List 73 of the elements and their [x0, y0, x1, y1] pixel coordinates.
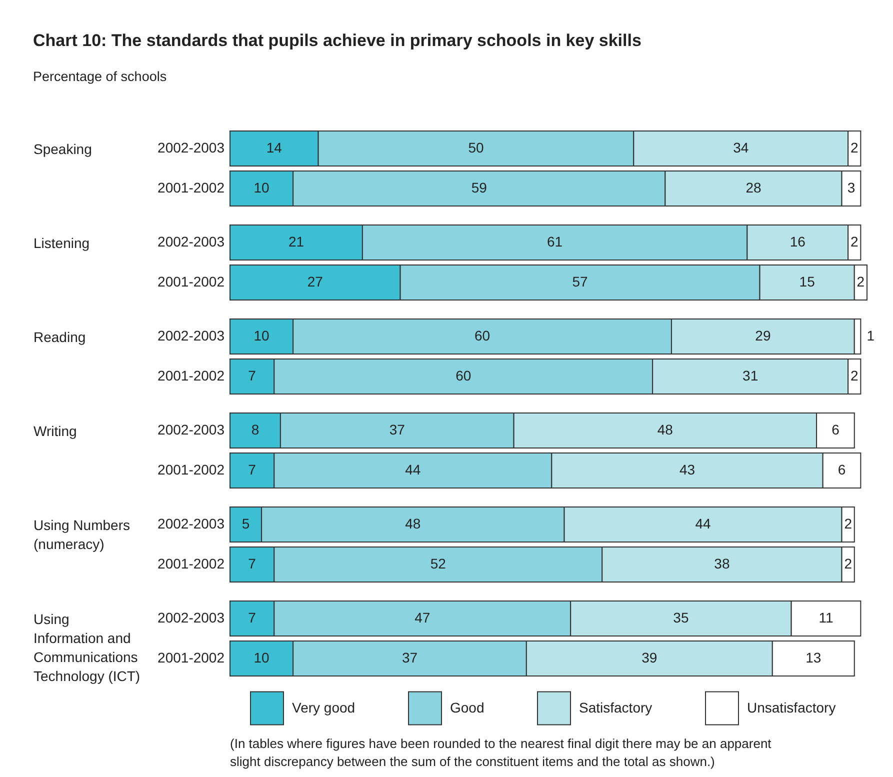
text: (In tables where figures have been rounded to the nearest final digit there may be an apparent slight discrepancy between the sum of the constituent items and the total as shown.): [230, 736, 772, 769]
data-label: 2: [844, 516, 852, 532]
data-label: 37: [389, 422, 406, 438]
y-axis-title: Reading: [34, 329, 86, 345]
data-label: 2: [844, 556, 852, 572]
legend-label: Good: [450, 699, 484, 716]
data-label: 2: [850, 368, 858, 384]
data-label: 29: [755, 328, 771, 344]
data-label: 10: [254, 650, 270, 666]
data-label: 2: [856, 274, 865, 290]
y-tick-label: 2002-2003: [158, 328, 225, 344]
data-label: 48: [657, 422, 674, 438]
data-label: 10: [254, 180, 270, 196]
data-label: 60: [456, 368, 472, 384]
data-label: 2: [850, 234, 858, 250]
data-label: 7: [248, 368, 256, 384]
y-axis-title: Using Information and Communications Technology (ICT): [34, 611, 140, 684]
data-label: 47: [414, 610, 430, 626]
data-label: 1: [866, 328, 875, 344]
y-tick-label: 2001-2002: [158, 368, 225, 384]
data-label: 27: [307, 274, 324, 290]
data-label: 21: [288, 234, 304, 250]
data-label: 11: [818, 610, 834, 626]
data-label: 31: [742, 368, 758, 384]
y-tick-label: 2002-2003: [158, 610, 225, 626]
y-axis-title: Using Numbers (numeracy): [34, 517, 130, 552]
y-tick-label: 2002-2003: [158, 140, 225, 156]
data-label: 7: [248, 610, 256, 626]
data-label: 15: [799, 274, 816, 290]
data-label: 3: [847, 180, 856, 196]
data-label: 7: [248, 556, 256, 572]
data-label: 43: [679, 462, 696, 478]
data-label: 14: [266, 140, 282, 156]
data-label: 5: [242, 516, 250, 532]
data-label: 38: [714, 556, 730, 572]
data-label: 6: [832, 422, 840, 438]
data-label: 2: [850, 140, 858, 156]
y-axis-title: Writing: [34, 423, 77, 439]
y-tick-label: 2002-2003: [158, 234, 225, 250]
data-label: 8: [251, 422, 260, 438]
y-axis-title: Speaking: [34, 141, 92, 157]
data-label: 44: [405, 462, 421, 478]
data-label: 6: [838, 462, 846, 478]
legend-label: Unsatisfactory: [747, 699, 836, 716]
data-label: 57: [572, 274, 588, 290]
data-label: 59: [471, 180, 488, 196]
data-label: 34: [733, 140, 749, 156]
data-label: 60: [474, 328, 490, 344]
y-axis-title: Listening: [34, 235, 90, 251]
legend-label: Very good: [292, 699, 356, 716]
data-label: 50: [468, 140, 484, 156]
data-label: 52: [430, 556, 446, 572]
legend-label: Satisfactory: [579, 699, 652, 716]
data-label: 35: [673, 610, 689, 626]
data-label: 48: [405, 516, 421, 532]
data-label: 10: [254, 328, 270, 344]
data-label: 37: [402, 650, 418, 666]
data-label: 16: [790, 234, 806, 250]
y-tick-label: 2002-2003: [158, 516, 225, 532]
y-tick-label: 2001-2002: [158, 556, 225, 572]
text: Percentage of schools: [33, 69, 167, 84]
y-tick-label: 2002-2003: [158, 422, 225, 438]
data-label: 28: [746, 180, 762, 196]
chart-title: Chart 10: The standards that pupils achieve in primary schools in key skills: [33, 31, 642, 50]
data-label: 7: [248, 462, 256, 478]
data-label: 44: [695, 516, 712, 532]
data-label: 61: [547, 234, 563, 250]
y-tick-label: 2001-2002: [158, 180, 225, 196]
y-tick-label: 2001-2002: [158, 274, 225, 290]
data-label: 13: [806, 650, 822, 666]
y-tick-label: 2001-2002: [158, 650, 225, 666]
y-tick-label: 2001-2002: [158, 462, 225, 478]
data-label: 39: [642, 650, 658, 666]
